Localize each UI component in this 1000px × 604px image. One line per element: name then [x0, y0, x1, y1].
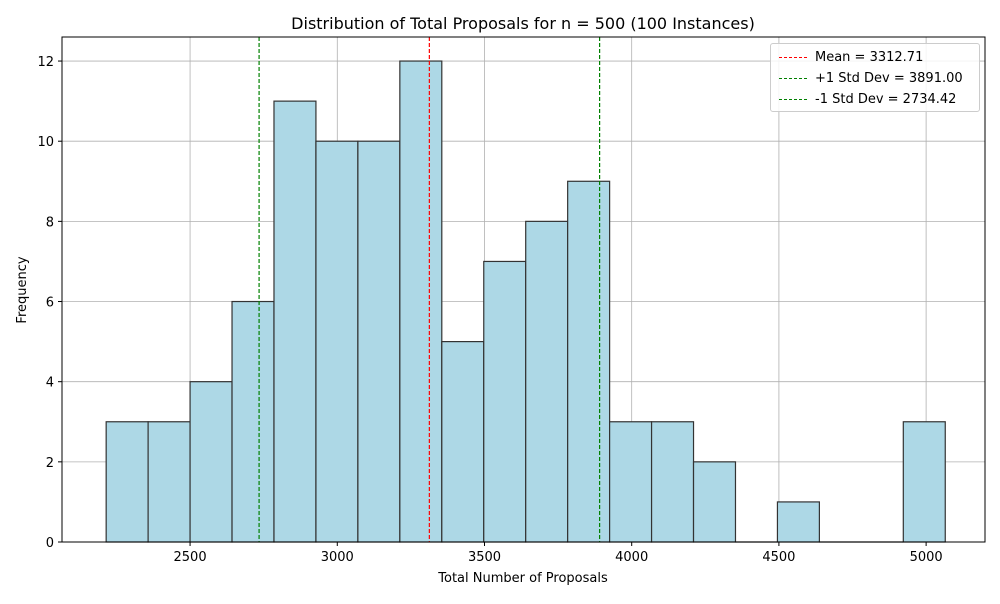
legend: Mean = 3312.71 +1 Std Dev = 3891.00 -1 S…	[770, 43, 980, 112]
y-tick-label: 4	[46, 376, 54, 391]
bars	[105, 60, 946, 543]
legend-label-mean: Mean = 3312.71	[815, 49, 924, 65]
histogram-bar	[776, 501, 820, 543]
y-tick-label: 0	[46, 536, 54, 551]
histogram-bar	[525, 220, 569, 543]
histogram-bar	[147, 421, 191, 543]
x-axis-label: Total Number of Proposals	[437, 571, 608, 586]
x-tick-labels: 2500 3000 3500 4000 4500 5000	[174, 542, 943, 565]
histogram-bar	[567, 180, 611, 543]
y-tick-labels: 0 2 4 6 8 10 12	[37, 55, 62, 551]
histogram-bar	[273, 100, 317, 543]
histogram-bar	[650, 421, 695, 543]
histogram-bar	[609, 421, 653, 543]
y-axis-label: Frequency	[15, 256, 30, 323]
histogram-bar	[315, 140, 359, 543]
histogram-bar	[483, 260, 527, 543]
y-tick-label: 2	[46, 456, 54, 471]
histogram-bar	[189, 381, 233, 543]
legend-item-minus-std: -1 Std Dev = 2734.42	[779, 89, 956, 109]
x-tick-label: 4000	[615, 550, 648, 565]
y-tick-label: 12	[37, 55, 54, 70]
y-tick-label: 6	[46, 296, 54, 311]
histogram-bar	[441, 341, 485, 543]
histogram-bar	[357, 140, 401, 543]
histogram-bar	[399, 60, 443, 543]
reference-lines	[258, 37, 601, 542]
legend-item-mean: Mean = 3312.71	[779, 47, 923, 67]
histogram-bar	[105, 421, 149, 543]
x-tick-label: 4500	[762, 550, 795, 565]
y-tick-label: 10	[37, 135, 54, 150]
chart-title: Distribution of Total Proposals for n = …	[291, 14, 755, 33]
y-tick-label: 8	[46, 215, 54, 230]
x-tick-label: 3500	[468, 550, 501, 565]
axes	[61, 36, 986, 543]
histogram-bar	[902, 421, 946, 543]
legend-label-plus-std: +1 Std Dev = 3891.00	[815, 70, 963, 86]
x-tick-label: 2500	[174, 550, 207, 565]
legend-swatch-plus-std	[779, 77, 807, 79]
histogram-bar	[692, 461, 737, 543]
plot-frame	[61, 36, 986, 543]
x-tick-label: 3000	[321, 550, 354, 565]
legend-label-minus-std: -1 Std Dev = 2734.42	[815, 91, 957, 107]
histogram-bar	[231, 300, 275, 543]
x-tick-label: 5000	[910, 550, 943, 565]
legend-swatch-mean	[779, 56, 807, 58]
legend-swatch-minus-std	[779, 98, 807, 100]
legend-item-plus-std: +1 Std Dev = 3891.00	[779, 68, 963, 88]
